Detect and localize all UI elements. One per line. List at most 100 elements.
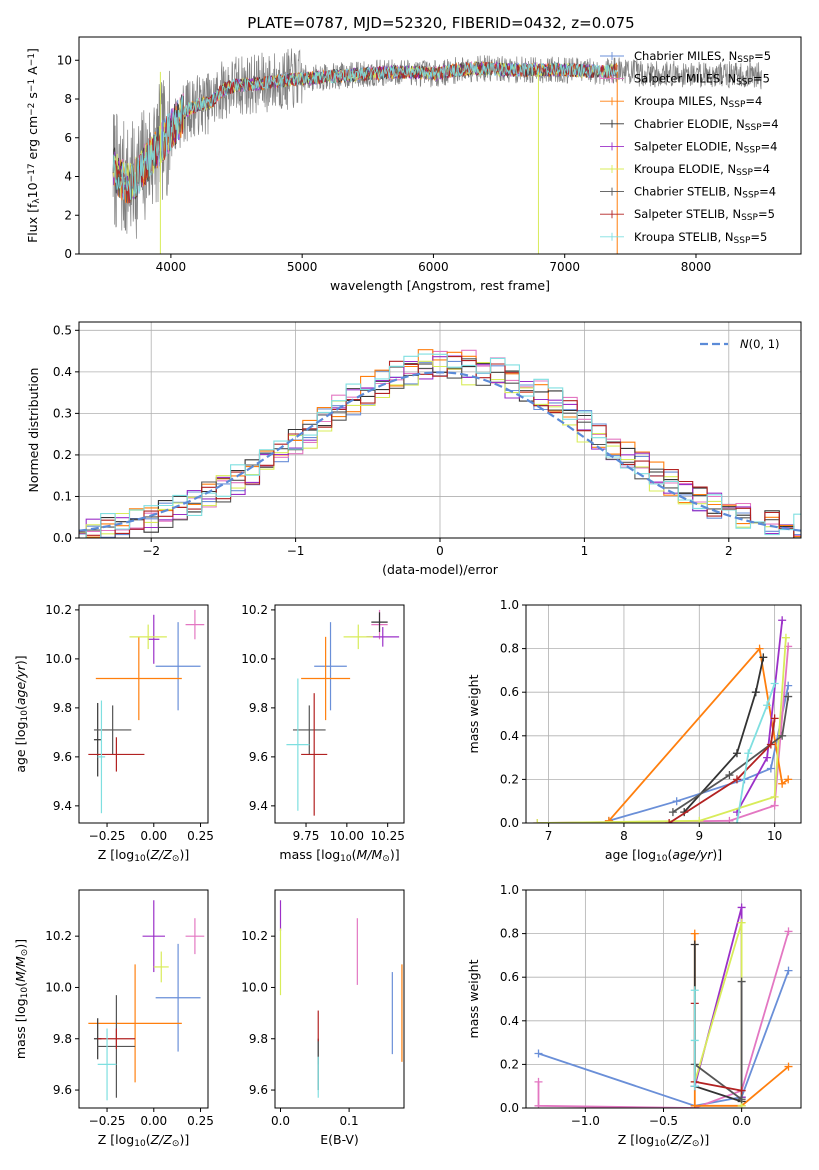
- x-tick-label: 5000: [287, 260, 318, 274]
- y-tick-label: 10.2: [45, 929, 72, 943]
- x-tick-label: 9.75: [293, 829, 320, 843]
- x-label-italic: Z/Z: [150, 1132, 173, 1147]
- x-label-subscript: ⊙: [172, 854, 180, 864]
- x-label-text: )]: [179, 1132, 189, 1147]
- x-axis-label: age [log10(age/yr)]: [605, 847, 722, 864]
- x-label-subscript: 10: [656, 854, 668, 864]
- legend-label: Kroupa ELODIE, NSSP=4: [634, 162, 770, 178]
- legend-text: Salpeter MILES, N: [634, 72, 736, 86]
- legend-label: Salpeter STELIB, NSSP=5: [634, 207, 775, 223]
- legend-text: (0, 1): [749, 337, 780, 351]
- x-tick-label: −1: [287, 544, 305, 558]
- y-tick-label: 9.8: [249, 701, 268, 715]
- weight-point-chabrier-miles: [534, 1049, 543, 1058]
- label-part: Flux [f: [25, 203, 40, 243]
- weight-vs-metallicity-panel: −1.0 −0.5 0.0 0.0 0.2 0.4 0.6 0.8 1.0 Z [log10(Z/…: [466, 883, 802, 1149]
- weight-line-kroupa-elodie: [693, 922, 743, 1106]
- weight-line-chabrier-elodie: [683, 657, 765, 813]
- weight-line-chabrier-stelib: [672, 696, 790, 813]
- y-tick-label: 9.6: [53, 750, 72, 764]
- residual-histogram-salpeter-elodie: [79, 355, 801, 538]
- weight-point-kroupa-miles: [784, 1062, 793, 1071]
- weight-line-chabrier-elodie: [693, 944, 743, 1103]
- residual-histogram-salpeter-stelib: [79, 356, 801, 538]
- weight-point-salpeter-stelib: [770, 714, 779, 723]
- x-tick-label: 1: [581, 544, 589, 558]
- legend-label: Kroupa MILES, NSSP=4: [634, 94, 762, 110]
- axes-frame: [525, 604, 802, 824]
- y-tick-label: 0.2: [500, 772, 519, 786]
- weight-line-chabrier-miles: [538, 970, 790, 1107]
- x-label-text: )]: [390, 847, 400, 862]
- legend-count: =5: [750, 230, 767, 244]
- y-tick-label: 10.0: [45, 652, 72, 666]
- y-tick-label: 0.0: [53, 531, 72, 545]
- label-part: 10: [25, 182, 40, 198]
- residual-histogram-salpeter-miles: [79, 349, 801, 537]
- weight-point-kroupa-elodie: [781, 633, 790, 642]
- plot-area: [79, 349, 801, 538]
- y-axis-label: mass weight: [466, 674, 481, 753]
- x-axis-label: wavelength [Angstrom, rest frame]: [330, 278, 550, 293]
- axes-frame: [78, 36, 802, 255]
- weight-point-chabrier-miles: [784, 966, 793, 975]
- x-label-text: )]: [699, 1132, 709, 1147]
- x-tick-label: −1.0: [571, 1114, 600, 1128]
- label-part: −17: [27, 163, 37, 182]
- mass-vs-ebv-panel: 0.0 0.1 9.6 9.8 10.0 10.2 E(B-V): [241, 889, 405, 1147]
- x-tick-label: 10.25: [370, 829, 404, 843]
- y-tick-label: 8: [64, 92, 72, 106]
- label-part: −2: [27, 103, 37, 116]
- axes-frame: [525, 889, 802, 1109]
- x-label-italic: Z/Z: [150, 847, 173, 862]
- label-part: (: [667, 847, 672, 862]
- y-label-italic: age/yr: [13, 664, 28, 705]
- residual-histogram-kroupa-miles: [79, 349, 801, 538]
- legend-subscript: SSP: [729, 100, 746, 110]
- x-label-italic: Z/Z: [670, 1132, 693, 1147]
- label-part: λ: [32, 198, 42, 204]
- normal-distribution-curve: [79, 371, 801, 532]
- y-label-text: age [log: [13, 721, 28, 772]
- weight-point-kroupa-miles: [784, 775, 793, 784]
- x-tick-label: −2: [142, 544, 160, 558]
- y-tick-label: 9.8: [249, 1032, 268, 1046]
- weight-point-chabrier-stelib: [725, 771, 734, 780]
- weight-point-kroupa-elodie: [770, 792, 779, 801]
- weight-line-kroupa-stelib: [736, 683, 776, 823]
- legend-count: =4: [761, 139, 778, 153]
- legend-count: =4: [762, 117, 779, 131]
- x-axis-label: E(B-V): [320, 1132, 359, 1147]
- x-label-subscript: ⊙: [692, 1139, 700, 1149]
- weight-point-chabrier-miles: [766, 764, 775, 773]
- y-tick-label: 9.4: [53, 799, 72, 813]
- x-tick-label: 10: [767, 829, 782, 843]
- age-vs-metallicity-panel: −0.25 0.00 0.259.49.69.810.010.2Z [log10(Z…: [13, 603, 214, 864]
- x-axis-label: (data-model)/error: [382, 562, 499, 577]
- y-tick-label: 10.2: [45, 603, 72, 617]
- y-tick-label: 0: [64, 247, 72, 261]
- legend-count: =5: [753, 72, 770, 86]
- legend-subscript: SSP: [736, 78, 753, 88]
- y-tick-label: 0.1: [53, 489, 72, 503]
- weight-point-kroupa-stelib: [690, 986, 699, 995]
- legend-subscript: SSP: [736, 168, 753, 178]
- x-label-italic: age/yr: [672, 847, 713, 862]
- x-label-text: mass [log: [279, 847, 340, 862]
- legend-text: N: [740, 337, 749, 351]
- mass-vs-metallicity-panel: −0.25 0.00 0.259.69.810.010.2Z [log10(Z/Z⊙…: [13, 889, 214, 1149]
- x-label-subscript: ⊙: [382, 854, 390, 864]
- legend-text: Chabrier STELIB, N: [634, 185, 742, 199]
- weight-point-kroupa-elodie: [695, 816, 704, 823]
- y-axis-label: mass [log10(M/M⊙)]: [13, 939, 30, 1059]
- x-tick-label: 7: [545, 829, 553, 843]
- legend-count: =5: [754, 49, 771, 63]
- legend-label: Salpeter ELODIE, NSSP=4: [634, 139, 777, 155]
- x-tick-label: 0.0: [271, 1114, 290, 1128]
- x-tick-label: −0.25: [89, 1114, 126, 1128]
- weight-point-chabrier-elodie: [690, 940, 699, 949]
- model-spectrum-salpeter-stelib: [112, 61, 618, 204]
- y-axis-label: Flux [fλ10−17 erg cm−2 s−1 A−1]: [25, 48, 42, 243]
- y-axis-label: age [log10(age/yr)]: [13, 655, 30, 772]
